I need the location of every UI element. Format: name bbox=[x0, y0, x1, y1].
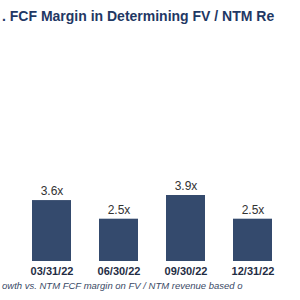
svg-text:09/30/22: 09/30/22 bbox=[165, 265, 208, 277]
svg-text:12/31/22: 12/31/22 bbox=[232, 265, 275, 277]
svg-text:2.5x: 2.5x bbox=[242, 203, 265, 217]
svg-text:06/30/22: 06/30/22 bbox=[98, 265, 141, 277]
svg-text:03/31/22: 03/31/22 bbox=[31, 265, 74, 277]
html-text:owth vs. NTM FCF margin on FV: owth vs. NTM FCF margin on FV / NTM reve… bbox=[2, 280, 243, 291]
svg-text:3.6x: 3.6x bbox=[41, 184, 64, 198]
svg-text:3.9x: 3.9x bbox=[175, 179, 198, 193]
html-text:. FCF Margin in Determining FV: . FCF Margin in Determining FV / NTM Re bbox=[2, 8, 275, 24]
svg-text:2.5x: 2.5x bbox=[108, 203, 131, 217]
